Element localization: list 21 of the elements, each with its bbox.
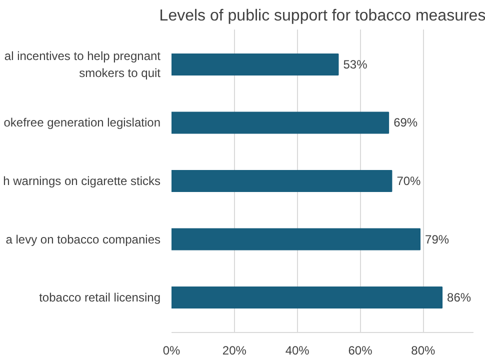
- y-tick-label: okefree generation legislation: [4, 116, 161, 130]
- chart-title: Levels of public support for tobacco measures: [159, 8, 485, 24]
- y-tick-label: tobacco retail licensing: [39, 290, 161, 305]
- data-label: 86%: [447, 290, 472, 305]
- bar: [172, 170, 392, 192]
- data-label: 79%: [425, 232, 450, 246]
- data-label: 53%: [343, 57, 368, 72]
- bar: [172, 112, 390, 134]
- x-tick-label: 40%: [285, 344, 310, 358]
- x-tick-label: 0%: [162, 344, 180, 358]
- bar: [172, 286, 443, 309]
- x-tick-label: 20%: [222, 344, 247, 358]
- bar: [172, 53, 339, 76]
- y-tick-label: a levy on tobacco companies: [6, 232, 161, 246]
- x-tick-label: 60%: [348, 344, 373, 358]
- data-label: 70%: [396, 174, 422, 188]
- bar: [172, 228, 421, 250]
- x-tick-label: 80%: [411, 344, 436, 358]
- y-tick-label: al incentives to help pregnant smokers to quit: [4, 49, 162, 80]
- data-label: 69%: [394, 116, 418, 130]
- y-tick-label: h warnings on cigarette sticks: [3, 174, 160, 188]
